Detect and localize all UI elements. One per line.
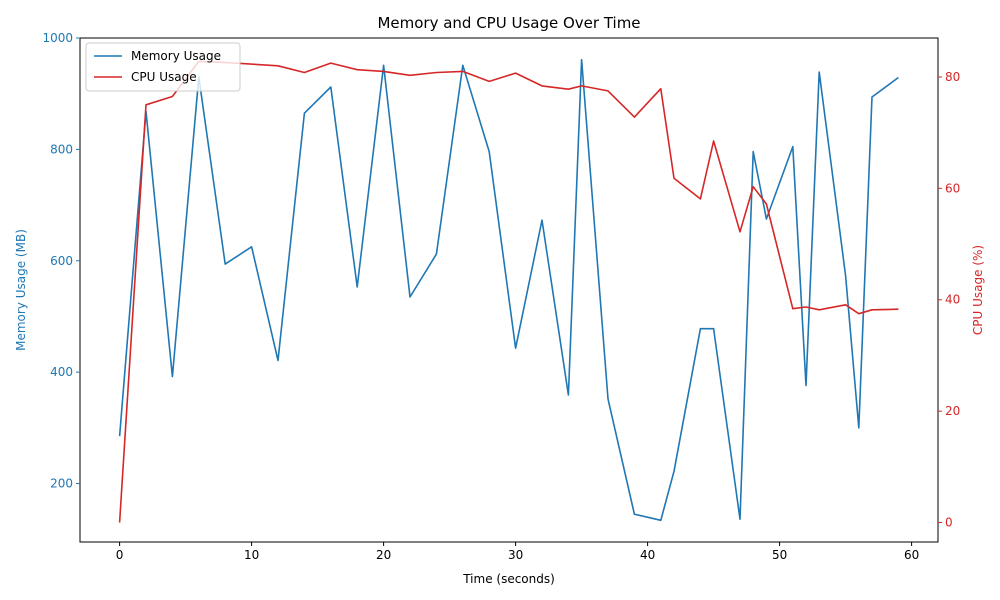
x-tick-label: 50 <box>772 548 787 562</box>
y-right-tick-label: 60 <box>945 181 960 195</box>
x-tick-label: 30 <box>508 548 523 562</box>
legend-label-cpu: CPU Usage <box>131 70 197 84</box>
y-right-tick-label: 40 <box>945 293 960 307</box>
x-tick-label: 0 <box>116 548 124 562</box>
y-axis-right-label: CPU Usage (%) <box>971 245 985 335</box>
chart-title: Memory and CPU Usage Over Time <box>377 14 640 32</box>
plot-frame <box>79 37 939 543</box>
y-right-tick-label: 0 <box>945 516 953 530</box>
x-tick-label: 40 <box>640 548 655 562</box>
y-left-tick-label: 400 <box>50 365 73 379</box>
y-axis-left-label: Memory Usage (MB) <box>14 229 28 351</box>
legend-label-memory: Memory Usage <box>131 49 221 63</box>
x-tick-label: 20 <box>376 548 391 562</box>
y-left-tick-label: 200 <box>50 477 73 491</box>
axes-layer: 0 10 20 30 40 50 60 200 400 600 800 1000 0 20 40 60 80 <box>42 31 960 562</box>
x-axis-label: Time (seconds) <box>462 572 555 586</box>
legend: Memory Usage CPU Usage <box>85 42 241 92</box>
y-right-tick-label: 80 <box>945 70 960 84</box>
y-left-tick-label: 600 <box>50 254 73 268</box>
y-left-tick-label: 1000 <box>42 31 73 45</box>
series-layer <box>118 58 899 523</box>
x-tick-label: 60 <box>904 548 919 562</box>
cpu-usage-line <box>118 60 899 523</box>
y-left-tick-label: 800 <box>50 142 73 156</box>
x-tick-label: 10 <box>244 548 259 562</box>
y-right-tick-label: 20 <box>945 404 960 418</box>
memory-usage-line <box>118 58 899 522</box>
legend-box <box>85 42 241 92</box>
